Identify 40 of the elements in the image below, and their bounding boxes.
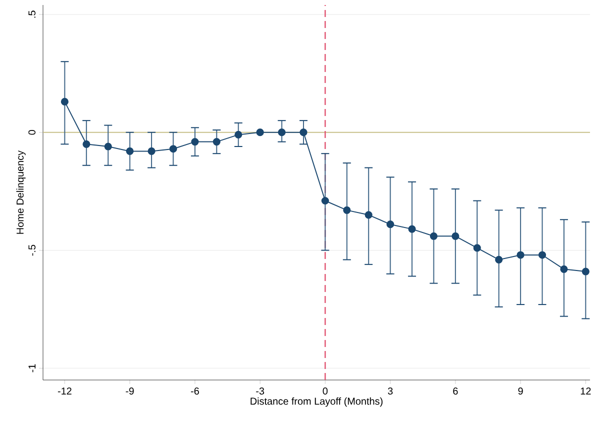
point bbox=[126, 147, 134, 156]
point bbox=[191, 138, 199, 146]
point bbox=[473, 244, 481, 252]
point bbox=[343, 206, 351, 214]
x-tick-label: 3 bbox=[388, 388, 393, 395]
y-tick-label: -1 bbox=[28, 364, 36, 372]
point bbox=[516, 251, 524, 259]
point bbox=[364, 211, 372, 219]
point bbox=[148, 147, 156, 156]
point bbox=[560, 265, 568, 273]
x-tick-label: 9 bbox=[518, 388, 523, 395]
x-tick-label: -12 bbox=[58, 388, 72, 394]
point bbox=[278, 128, 286, 136]
y-tick-label: 0 bbox=[28, 130, 36, 135]
point bbox=[538, 251, 546, 259]
y-tick-label: .5 bbox=[28, 10, 36, 18]
point bbox=[82, 140, 90, 148]
point bbox=[452, 232, 460, 240]
point bbox=[104, 142, 112, 150]
x-tick-label: 6 bbox=[453, 388, 458, 395]
y-tick-label: -.5 bbox=[28, 244, 36, 256]
point bbox=[321, 196, 329, 205]
point bbox=[386, 220, 394, 228]
point bbox=[582, 268, 590, 276]
point bbox=[408, 225, 416, 233]
y-axis-title: Home Delinquency bbox=[16, 150, 26, 234]
x-tick-label: -6 bbox=[190, 388, 199, 395]
point bbox=[495, 256, 503, 264]
point bbox=[169, 145, 178, 153]
x-tick-label: -9 bbox=[126, 388, 134, 395]
point bbox=[256, 128, 264, 136]
point bbox=[60, 98, 69, 106]
point bbox=[300, 128, 308, 136]
point bbox=[430, 232, 438, 240]
x-tick-label: 0 bbox=[322, 388, 328, 395]
x-axis-title: Distance from Layoff (Months) bbox=[250, 397, 383, 407]
point bbox=[234, 130, 242, 139]
x-tick-label: 12 bbox=[580, 388, 591, 394]
x-tick-label: -3 bbox=[256, 388, 264, 395]
point bbox=[212, 138, 220, 146]
